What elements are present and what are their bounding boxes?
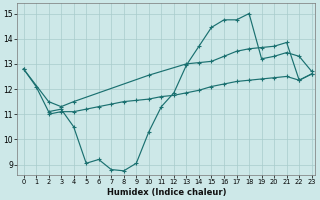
X-axis label: Humidex (Indice chaleur): Humidex (Indice chaleur) [107,188,226,197]
